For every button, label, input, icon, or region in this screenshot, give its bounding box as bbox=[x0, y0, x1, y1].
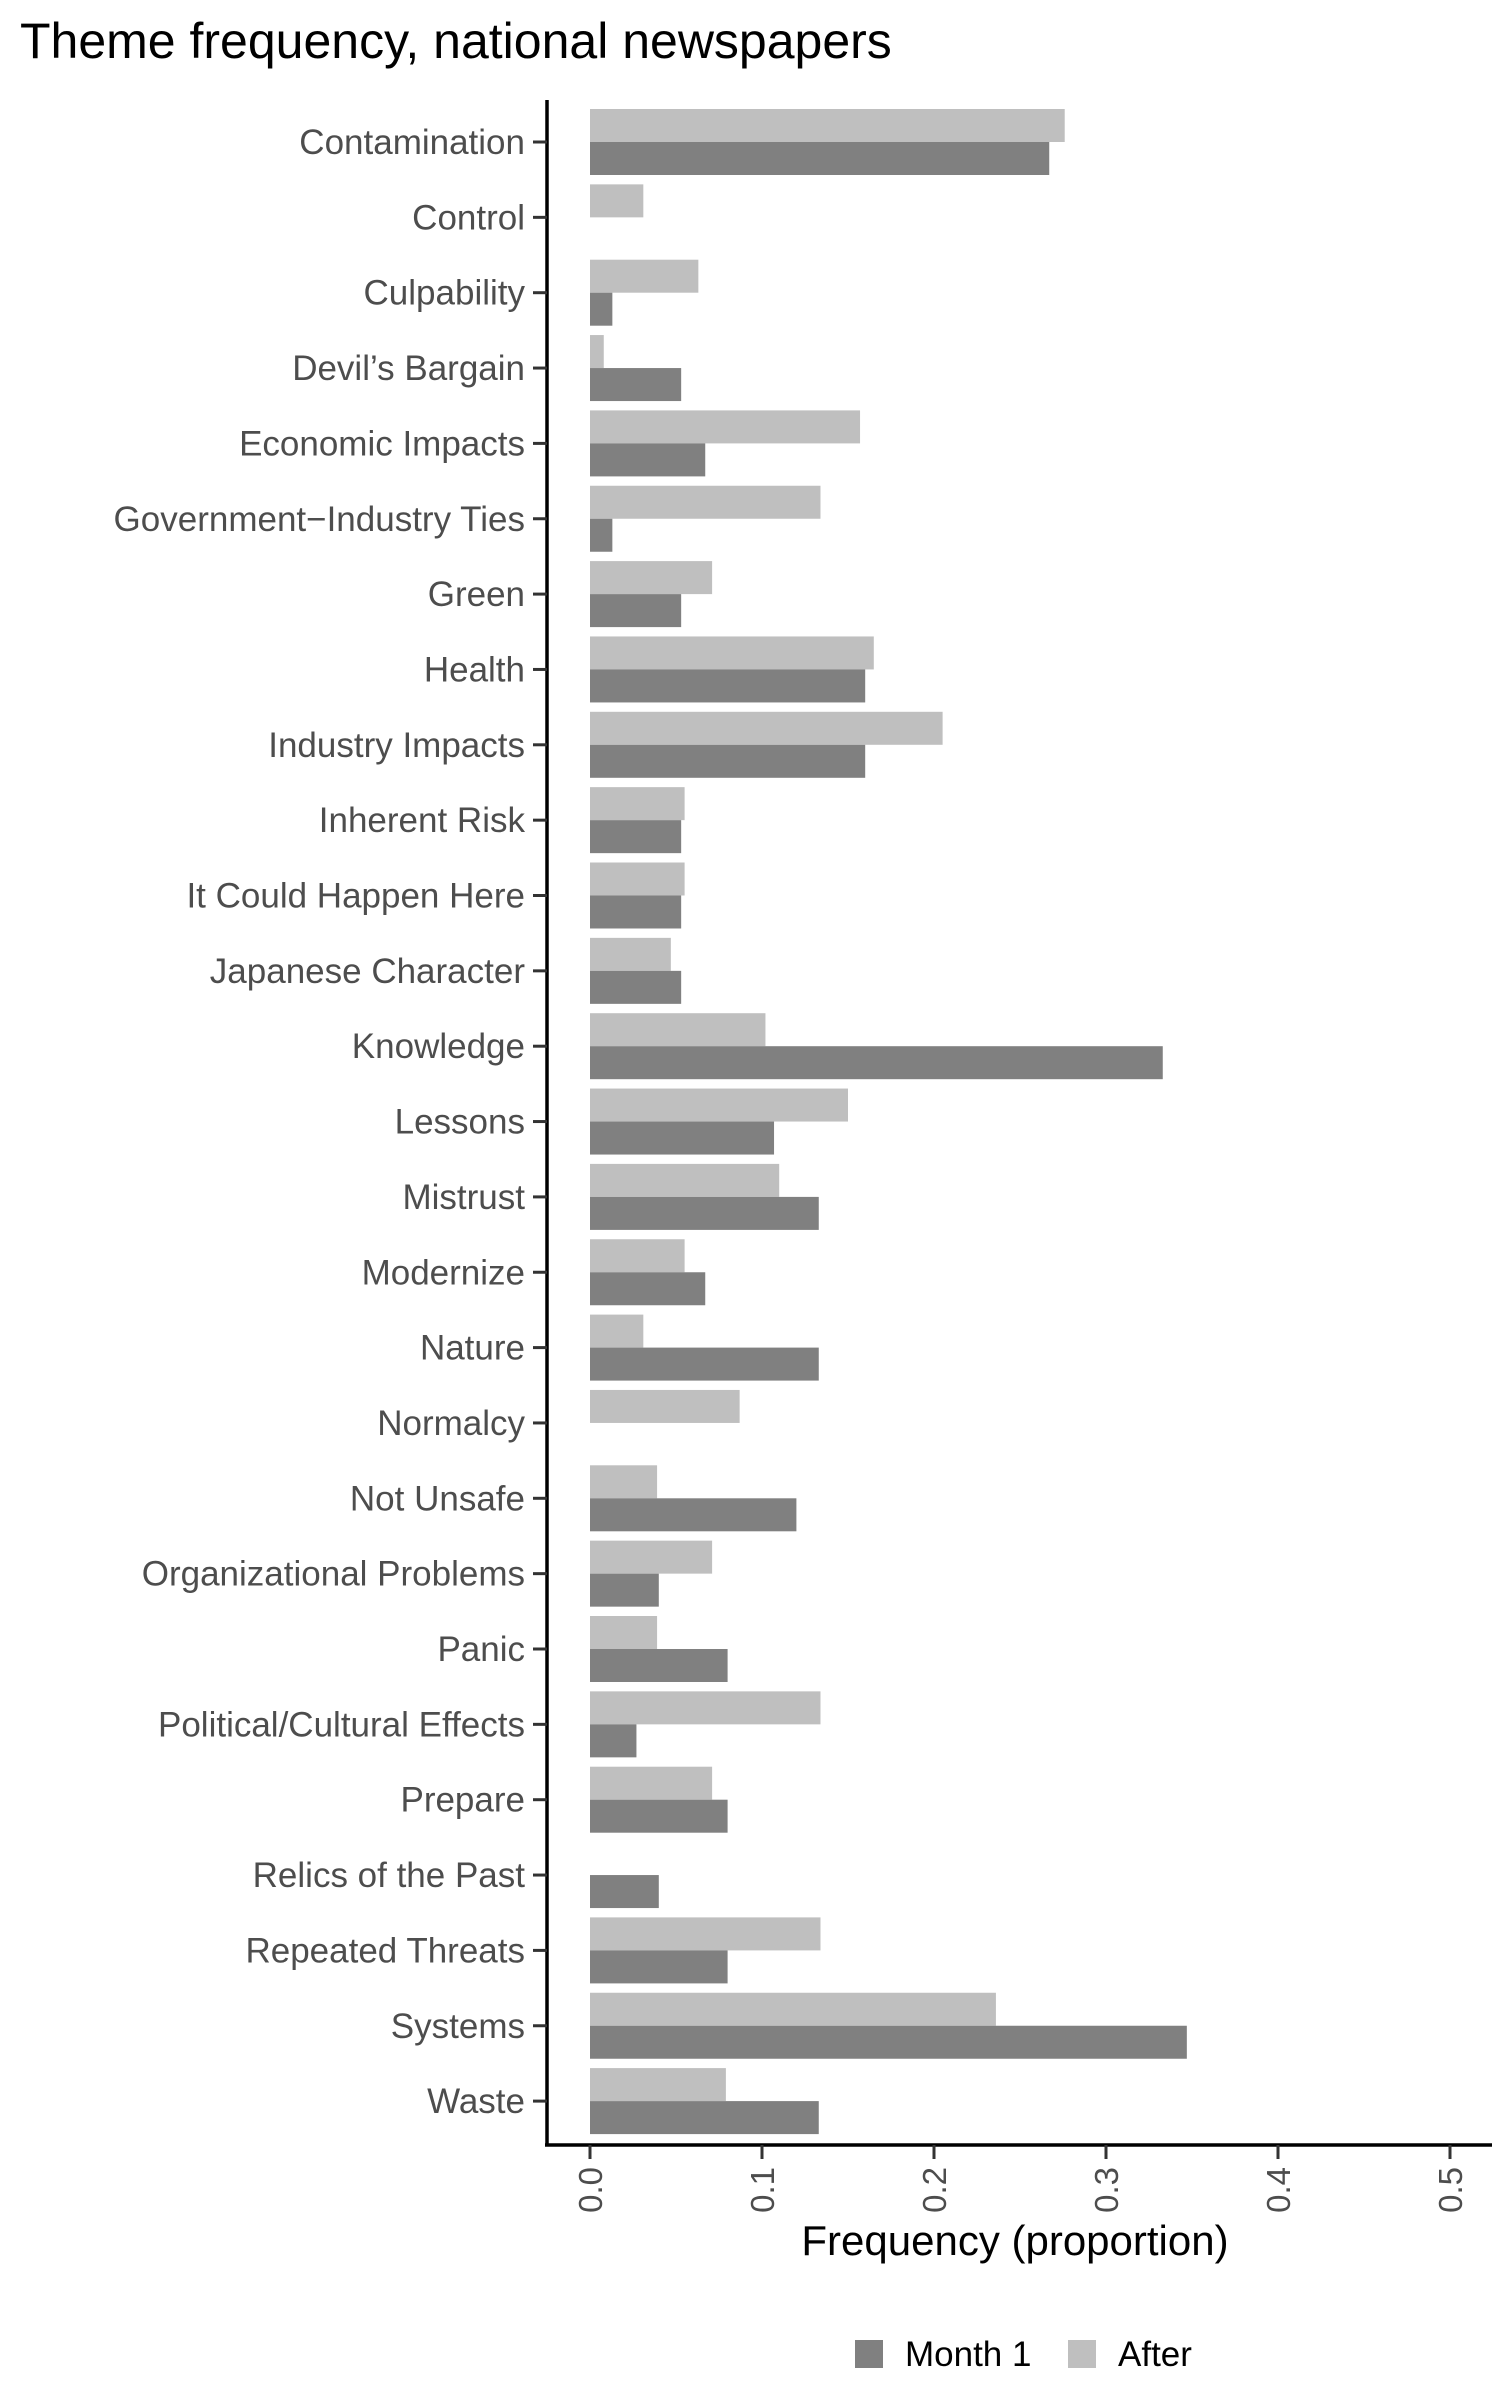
bar-month-1-green bbox=[590, 594, 682, 628]
bar-month-1-contamination bbox=[590, 142, 1050, 175]
bar-after-health bbox=[590, 636, 874, 670]
bar-month-1-japanese-character bbox=[590, 970, 682, 1004]
bar-after-prepare bbox=[590, 1766, 713, 1800]
bar-after-green bbox=[590, 561, 713, 595]
category-label-japanese-character: Japanese Character bbox=[210, 952, 526, 991]
category-label-inherent-risk: Inherent Risk bbox=[319, 801, 526, 840]
category-label-mistrust: Mistrust bbox=[403, 1178, 526, 1217]
category-label-culpability: Culpability bbox=[364, 274, 526, 313]
bar-month-1-panic bbox=[590, 1649, 728, 1682]
category-label-industry-impacts: Industry Impacts bbox=[268, 726, 525, 765]
category-label-control: Control bbox=[412, 198, 525, 237]
legend-label-after: After bbox=[1118, 2335, 1192, 2374]
bar-month-1-mistrust bbox=[590, 1196, 819, 1230]
bar-after-contamination bbox=[590, 109, 1065, 142]
legend-swatch-after bbox=[1068, 2340, 1096, 2368]
x-tick-label: 0.3 bbox=[1088, 2167, 1125, 2213]
x-tick-label: 0.1 bbox=[744, 2167, 781, 2213]
category-label-relics-of-the-past: Relics of the Past bbox=[253, 1856, 526, 1895]
bar-after-panic bbox=[590, 1616, 658, 1649]
bar-month-1-prepare bbox=[590, 1799, 728, 1833]
bar-after-culpability bbox=[590, 259, 699, 293]
bar-after-modernize bbox=[590, 1239, 685, 1273]
bar-month-1-nature bbox=[590, 1347, 819, 1381]
bar-after-repeated-threats bbox=[590, 1917, 821, 1951]
category-label-political-cultural-effects: Political/Cultural Effects bbox=[158, 1705, 525, 1744]
category-label-it-could-happen-here: It Could Happen Here bbox=[186, 877, 525, 916]
bar-after-waste bbox=[590, 2068, 726, 2102]
bar-after-japanese-character bbox=[590, 937, 671, 971]
x-axis-title: Frequency (proportion) bbox=[801, 2217, 1228, 2264]
category-label-not-unsafe: Not Unsafe bbox=[350, 1479, 525, 1518]
category-label-economic-impacts: Economic Impacts bbox=[239, 424, 525, 463]
bar-after-political-cultural-effects bbox=[590, 1691, 821, 1725]
bars-layer bbox=[590, 109, 1187, 2135]
x-tick-label: 0.0 bbox=[572, 2167, 609, 2213]
category-label-normalcy: Normalcy bbox=[377, 1404, 525, 1443]
bar-after-normalcy bbox=[590, 1389, 740, 1423]
bar-month-1-lessons bbox=[590, 1121, 775, 1155]
bar-month-1-political-cultural-effects bbox=[590, 1724, 637, 1758]
category-label-systems: Systems bbox=[391, 2007, 525, 2046]
bar-after-lessons bbox=[590, 1088, 848, 1122]
x-axis: 0.0 0.1 0.2 0.3 0.4 0.5 bbox=[545, 2143, 1492, 2213]
legend: Month 1 After bbox=[855, 2335, 1192, 2374]
bar-after-devil-s-bargain bbox=[590, 335, 604, 369]
bar-month-1-organizational-problems bbox=[590, 1573, 659, 1607]
bar-month-1-systems bbox=[590, 2025, 1187, 2059]
x-tick-label: 0.2 bbox=[916, 2167, 953, 2213]
bar-month-1-inherent-risk bbox=[590, 820, 682, 854]
category-label-prepare: Prepare bbox=[400, 1781, 525, 1820]
x-tick-label: 0.5 bbox=[1432, 2167, 1469, 2213]
bar-after-knowledge bbox=[590, 1013, 766, 1047]
bar-month-1-modernize bbox=[590, 1272, 706, 1306]
category-label-knowledge: Knowledge bbox=[352, 1027, 525, 1066]
category-label-green: Green bbox=[428, 575, 525, 614]
category-label-nature: Nature bbox=[420, 1329, 525, 1368]
bar-after-industry-impacts bbox=[590, 711, 943, 745]
category-label-panic: Panic bbox=[437, 1630, 525, 1669]
chart-title: Theme frequency, national newspapers bbox=[20, 13, 892, 69]
category-label-government-industry-ties: Government−Industry Ties bbox=[114, 500, 525, 539]
bar-after-it-could-happen-here bbox=[590, 862, 685, 896]
bar-month-1-devil-s-bargain bbox=[590, 368, 682, 402]
bar-after-control bbox=[590, 184, 644, 218]
bar-after-economic-impacts bbox=[590, 410, 861, 444]
bar-month-1-waste bbox=[590, 2101, 819, 2135]
category-label-devil-s-bargain: Devil’s Bargain bbox=[292, 349, 525, 388]
bar-month-1-culpability bbox=[590, 292, 613, 326]
bar-month-1-government-industry-ties bbox=[590, 518, 613, 552]
bar-after-mistrust bbox=[590, 1163, 780, 1197]
bar-month-1-relics-of-the-past bbox=[590, 1875, 659, 1909]
category-label-waste: Waste bbox=[427, 2082, 525, 2121]
category-label-organizational-problems: Organizational Problems bbox=[142, 1555, 525, 1594]
bar-month-1-not-unsafe bbox=[590, 1498, 797, 1532]
bar-month-1-industry-impacts bbox=[590, 744, 866, 778]
bar-after-government-industry-ties bbox=[590, 485, 821, 519]
bar-month-1-repeated-threats bbox=[590, 1950, 728, 1984]
legend-label-month-1: Month 1 bbox=[905, 2335, 1031, 2374]
bar-after-not-unsafe bbox=[590, 1465, 658, 1499]
bar-after-nature bbox=[590, 1314, 644, 1348]
category-label-repeated-threats: Repeated Threats bbox=[245, 1931, 525, 1970]
bar-after-systems bbox=[590, 1992, 996, 2026]
legend-swatch-month-1 bbox=[855, 2340, 883, 2368]
category-label-modernize: Modernize bbox=[362, 1253, 525, 1292]
x-tick-label: 0.4 bbox=[1260, 2167, 1297, 2213]
bar-after-organizational-problems bbox=[590, 1540, 713, 1574]
bar-month-1-economic-impacts bbox=[590, 443, 706, 477]
bar-month-1-knowledge bbox=[590, 1046, 1163, 1080]
category-label-contamination: Contamination bbox=[299, 123, 525, 162]
y-axis: Contamination Control Culpability Devil’s B… bbox=[114, 100, 549, 2145]
bar-after-inherent-risk bbox=[590, 787, 685, 821]
category-label-health: Health bbox=[424, 650, 525, 689]
bar-month-1-health bbox=[590, 669, 866, 703]
category-label-lessons: Lessons bbox=[395, 1103, 525, 1142]
bar-month-1-it-could-happen-here bbox=[590, 895, 682, 929]
